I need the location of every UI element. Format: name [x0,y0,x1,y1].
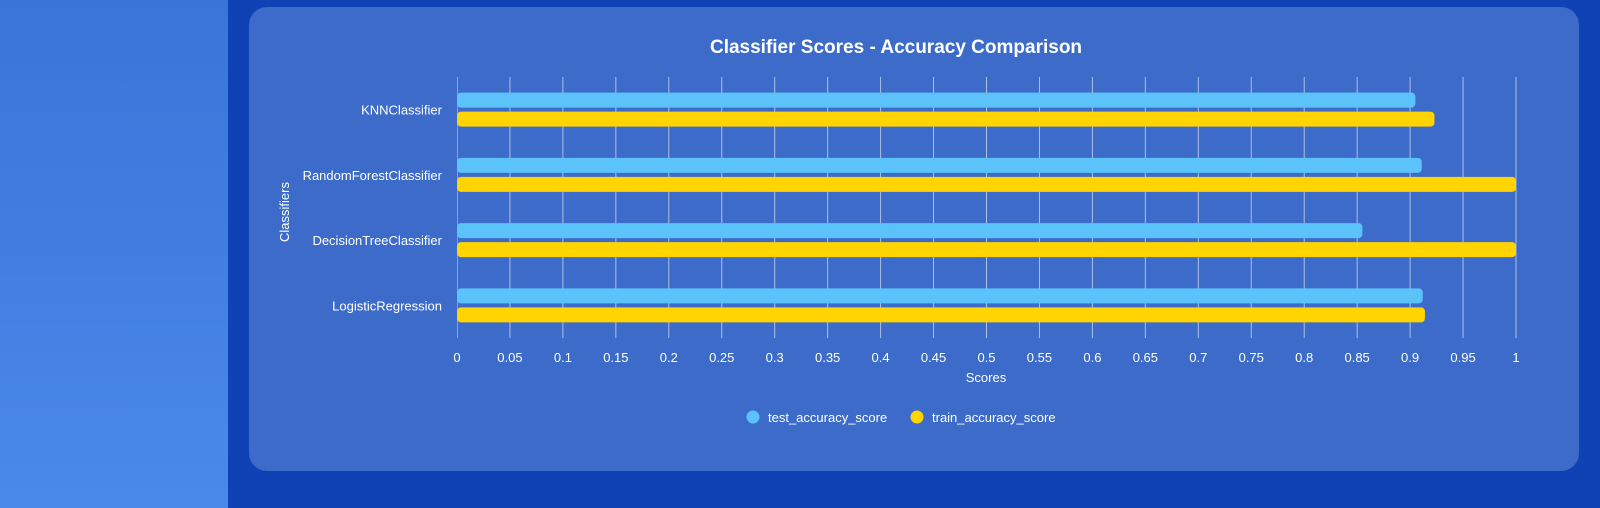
x-tick-label: 0.75 [1239,350,1264,365]
sidebar-panel [0,0,228,508]
legend: test_accuracy_score train_accuracy_score [746,410,1056,425]
y-tick-labels: KNNClassifier RandomForestClassifier Decis… [303,103,443,314]
bar-train-accuracy-score-logisticregression[interactable] [457,307,1425,323]
x-tick-label: 0.3 [766,350,784,365]
x-tick-label: 0.7 [1189,350,1207,365]
x-tick-label: 0.25 [709,350,734,365]
legend-swatch [910,410,924,424]
x-tick-label: 0.05 [497,350,522,365]
x-tick-label: 0.15 [603,350,628,365]
x-tick-label: 0.65 [1133,350,1158,365]
x-tick-label: 0.45 [921,350,946,365]
legend-label: train_accuracy_score [932,410,1056,425]
bar-train-accuracy-score-randomforestclassifier[interactable] [457,176,1516,192]
x-tick-label: 0.8 [1295,350,1313,365]
x-tick-label: 0.35 [815,350,840,365]
legend-item-train-accuracy-score[interactable]: train_accuracy_score [910,410,1056,425]
bar-test-accuracy-score-randomforestclassifier[interactable] [457,157,1422,173]
x-tick-label: 1 [1512,350,1519,365]
legend-swatch [746,410,760,424]
x-axis-label: Scores [966,370,1007,385]
y-tick-label: LogisticRegression [332,298,442,313]
x-tick-label: 0.5 [977,350,995,365]
x-tick-label: 0.1 [554,350,572,365]
y-tick-label: KNNClassifier [361,103,443,118]
bar-test-accuracy-score-decisiontreeclassifier[interactable] [457,223,1363,239]
x-tick-label: 0 [453,350,460,365]
bar-test-accuracy-score-logisticregression[interactable] [457,288,1423,304]
accuracy-chart: Classifier Scores - Accuracy Comparison … [277,37,1520,425]
y-tick-label: RandomForestClassifier [303,168,443,183]
y-tick-label: DecisionTreeClassifier [312,233,442,248]
bar-test-accuracy-score-knnclassifier[interactable] [457,92,1416,108]
x-tick-labels: 0 0.05 0.1 0.15 0.2 0.25 0.3 0.35 0.4 0.45 0.5 0.55… [453,350,1519,365]
bar-train-accuracy-score-knnclassifier[interactable] [457,111,1435,127]
legend-item-test-accuracy-score[interactable]: test_accuracy_score [746,410,888,425]
legend-label: test_accuracy_score [768,410,887,425]
x-tick-label: 0.9 [1401,350,1419,365]
chart-card: Classifier Scores - Accuracy Comparison … [249,7,1579,471]
x-tick-label: 0.6 [1083,350,1101,365]
bar-train-accuracy-score-decisiontreeclassifier[interactable] [457,242,1516,258]
x-tick-label: 0.55 [1027,350,1052,365]
chart-title: Classifier Scores - Accuracy Comparison [710,37,1082,58]
x-tick-label: 0.85 [1344,350,1369,365]
x-tick-label: 0.95 [1450,350,1475,365]
bars [457,92,1516,323]
y-axis-label: Classifiers [277,182,292,242]
x-tick-label: 0.2 [660,350,678,365]
x-tick-label: 0.4 [872,350,890,365]
